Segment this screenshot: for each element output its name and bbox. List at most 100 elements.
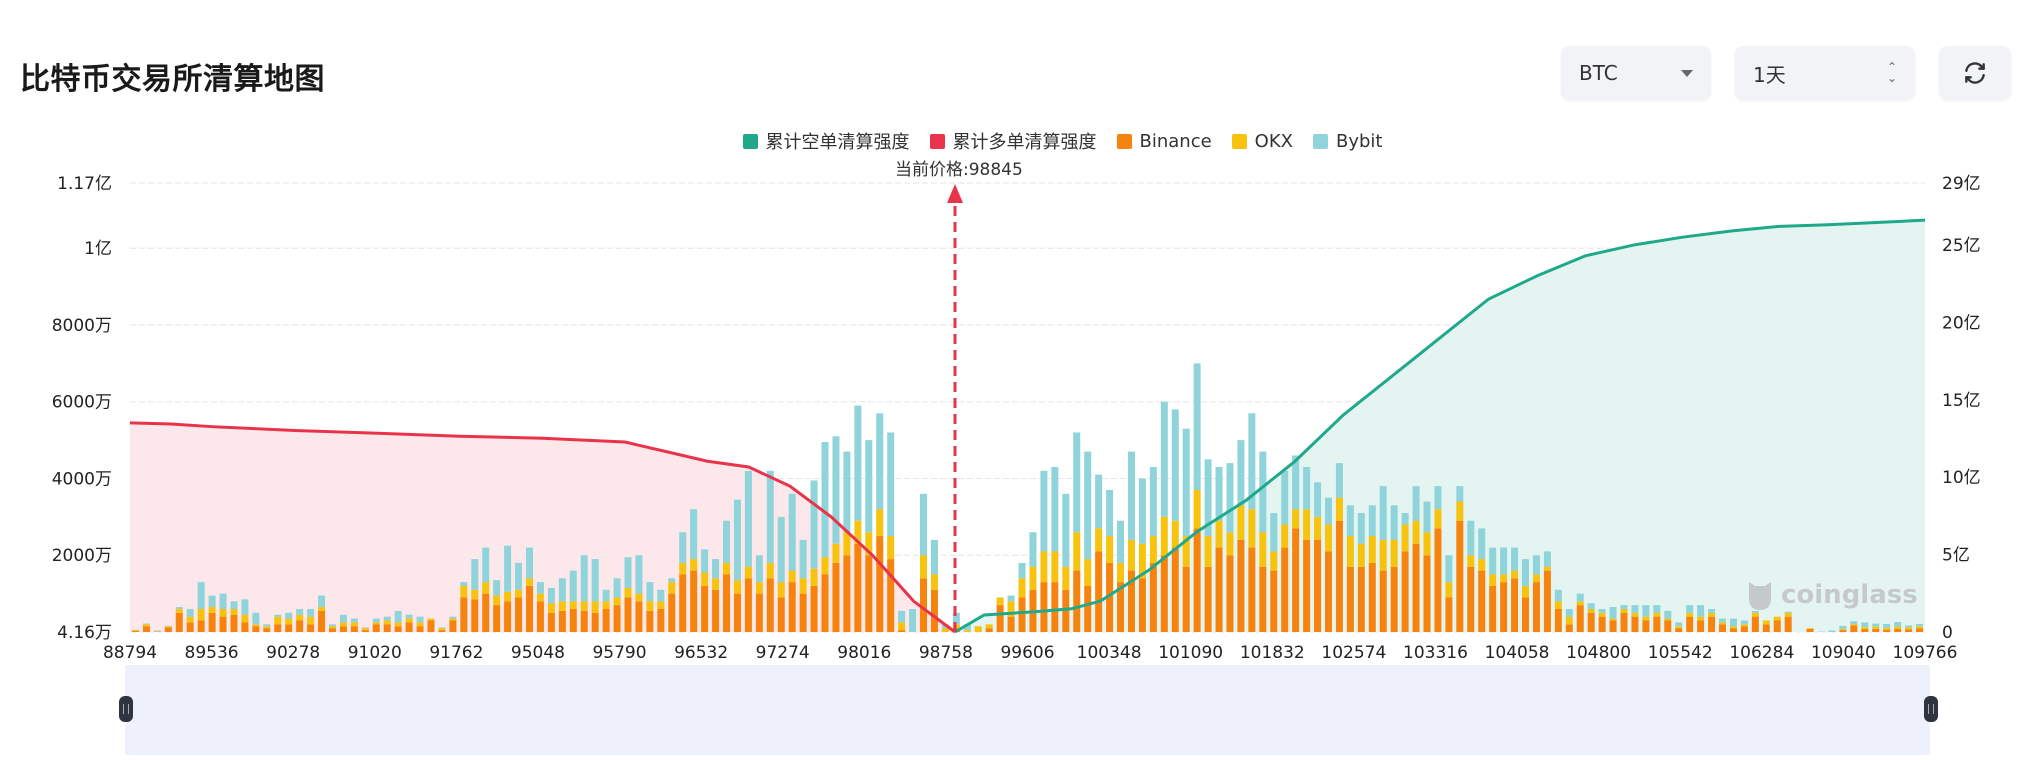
bar-segment[interactable] — [252, 612, 260, 625]
bar-segment[interactable] — [307, 616, 315, 625]
bar-segment[interactable] — [1773, 616, 1781, 621]
bar-segment[interactable] — [547, 612, 555, 632]
bar-segment[interactable] — [1127, 570, 1135, 632]
bar-segment[interactable] — [1281, 524, 1289, 548]
bar-segment[interactable] — [1751, 612, 1759, 617]
legend-item[interactable]: Bybit — [1312, 128, 1382, 154]
bar-segment[interactable] — [1828, 630, 1836, 632]
bar-segment[interactable] — [624, 587, 632, 598]
bar-segment[interactable] — [219, 616, 227, 632]
bar-segment[interactable] — [361, 630, 369, 632]
bar-segment[interactable] — [230, 601, 238, 609]
bar-segment[interactable] — [208, 595, 216, 608]
bar-segment[interactable] — [547, 603, 555, 613]
bar-segment[interactable] — [460, 597, 468, 632]
bar-segment[interactable] — [1314, 482, 1322, 517]
bar-segment[interactable] — [274, 624, 282, 632]
bar-segment[interactable] — [1467, 555, 1475, 567]
bar-segment[interactable] — [471, 599, 479, 632]
bar-segment[interactable] — [1117, 520, 1125, 563]
bar-segment[interactable] — [1138, 578, 1146, 632]
legend-item[interactable]: 累计多单清算强度 — [929, 128, 1097, 154]
bar-segment[interactable] — [701, 585, 709, 632]
bar-segment[interactable] — [1171, 520, 1179, 548]
bar-segment[interactable] — [1237, 440, 1245, 506]
bar-segment[interactable] — [219, 593, 227, 609]
bar-segment[interactable] — [1861, 622, 1869, 628]
bar-segment[interactable] — [1708, 612, 1716, 617]
bar-segment[interactable] — [1182, 428, 1190, 537]
bar-segment[interactable] — [1007, 616, 1015, 632]
bar-segment[interactable] — [1554, 589, 1562, 602]
bar-segment[interactable] — [493, 605, 501, 632]
bar-segment[interactable] — [1839, 630, 1847, 632]
bar-segment[interactable] — [712, 559, 720, 579]
bar-segment[interactable] — [1861, 628, 1869, 632]
bar-segment[interactable] — [865, 440, 873, 533]
bar-segment[interactable] — [1500, 582, 1508, 632]
bar-segment[interactable] — [1390, 539, 1398, 567]
bar-segment[interactable] — [963, 624, 971, 631]
bar-segment[interactable] — [219, 608, 227, 617]
range-slider-right-handle[interactable] — [1924, 696, 1938, 722]
bar-segment[interactable] — [1401, 513, 1409, 525]
bar-segment[interactable] — [1773, 620, 1781, 632]
bar-segment[interactable] — [996, 605, 1004, 632]
legend-item[interactable]: Binance — [1116, 128, 1212, 154]
bar-segment[interactable] — [701, 572, 709, 586]
bar-segment[interactable] — [701, 549, 709, 573]
bar-segment[interactable] — [569, 570, 577, 602]
bar-segment[interactable] — [854, 520, 862, 544]
bar-segment[interactable] — [569, 601, 577, 609]
bar-segment[interactable] — [1051, 582, 1059, 632]
bar-segment[interactable] — [865, 555, 873, 632]
bar-segment[interactable] — [1532, 574, 1540, 583]
bar-segment[interactable] — [296, 614, 304, 621]
bar-segment[interactable] — [1095, 474, 1103, 529]
bar-segment[interactable] — [197, 620, 205, 632]
bar-segment[interactable] — [449, 616, 457, 619]
bar-segment[interactable] — [755, 555, 763, 583]
bar-segment[interactable] — [482, 547, 490, 583]
bar-segment[interactable] — [1872, 626, 1880, 629]
bar-segment[interactable] — [175, 608, 183, 613]
bar-segment[interactable] — [1379, 539, 1387, 571]
bar-segment[interactable] — [339, 614, 347, 623]
bar-segment[interactable] — [438, 628, 446, 631]
bar-segment[interactable] — [1401, 551, 1409, 632]
bar-segment[interactable] — [657, 601, 665, 609]
bar-segment[interactable] — [635, 601, 643, 632]
bar-segment[interactable] — [1916, 628, 1924, 632]
bar-segment[interactable] — [821, 557, 829, 575]
bar-segment[interactable] — [1149, 562, 1157, 632]
bar-segment[interactable] — [613, 578, 621, 598]
bar-segment[interactable] — [394, 610, 402, 623]
bar-segment[interactable] — [1106, 490, 1114, 537]
bar-segment[interactable] — [142, 624, 150, 627]
bar-segment[interactable] — [1204, 566, 1212, 632]
bar-segment[interactable] — [920, 493, 928, 556]
bar-segment[interactable] — [1532, 555, 1540, 575]
bar-segment[interactable] — [1434, 486, 1442, 510]
bar-segment[interactable] — [657, 589, 665, 602]
bar-segment[interactable] — [1270, 513, 1278, 552]
bar-segment[interactable] — [1018, 578, 1026, 598]
bar-segment[interactable] — [328, 624, 336, 627]
bar-segment[interactable] — [1248, 413, 1256, 510]
bar-segment[interactable] — [821, 574, 829, 632]
bar-segment[interactable] — [1620, 612, 1628, 632]
bar-segment[interactable] — [1686, 605, 1694, 613]
bar-segment[interactable] — [1445, 555, 1453, 583]
bar-segment[interactable] — [1018, 597, 1026, 632]
bar-segment[interactable] — [1117, 582, 1125, 632]
bar-segment[interactable] — [1511, 570, 1519, 579]
bar-segment[interactable] — [876, 509, 884, 537]
bar-segment[interactable] — [142, 626, 150, 632]
bar-segment[interactable] — [285, 618, 293, 625]
bar-segment[interactable] — [723, 574, 731, 632]
bar-segment[interactable] — [416, 616, 424, 623]
bar-segment[interactable] — [646, 610, 654, 632]
bar-segment[interactable] — [328, 626, 336, 629]
bar-segment[interactable] — [482, 582, 490, 594]
bar-segment[interactable] — [1346, 536, 1354, 567]
